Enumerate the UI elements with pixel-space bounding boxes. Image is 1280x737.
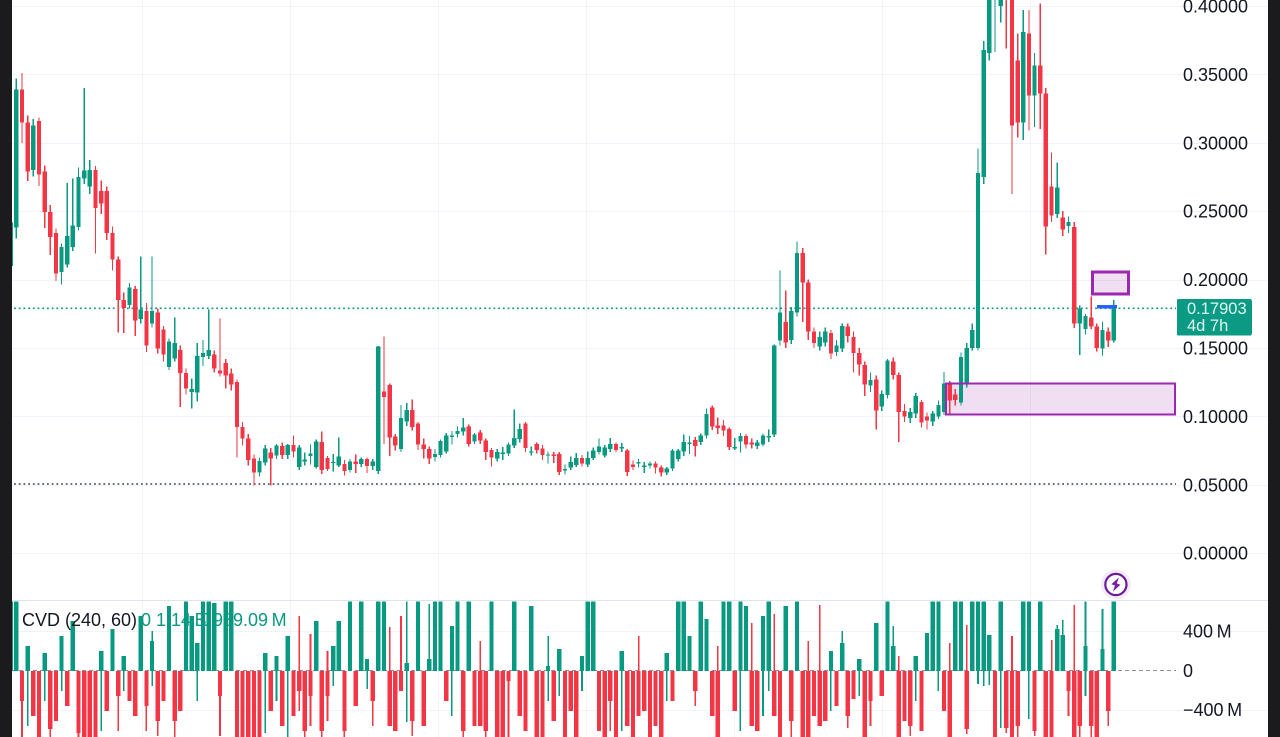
svg-text:0.00000: 0.00000: [1183, 544, 1248, 564]
svg-text:−400 M: −400 M: [1183, 700, 1242, 720]
svg-text:0.17903: 0.17903: [1187, 300, 1247, 318]
svg-text:CVD (240, 60): CVD (240, 60): [22, 610, 137, 630]
svg-text:939.09 M: 939.09 M: [213, 610, 287, 630]
svg-text:400 M: 400 M: [1183, 621, 1232, 641]
svg-text:0.40000: 0.40000: [1183, 0, 1248, 17]
svg-text:0.05000: 0.05000: [1183, 475, 1248, 495]
svg-text:0.15000: 0.15000: [1183, 339, 1248, 359]
svg-text:0: 0: [200, 610, 210, 630]
svg-text:4d 7h: 4d 7h: [1187, 317, 1228, 335]
svg-text:0: 0: [1183, 661, 1193, 681]
svg-text:0.30000: 0.30000: [1183, 133, 1248, 153]
svg-text:0.25000: 0.25000: [1183, 202, 1248, 222]
svg-text:0.10000: 0.10000: [1183, 407, 1248, 427]
svg-text:0: 0: [141, 610, 151, 630]
svg-text:1.14 B: 1.14 B: [156, 610, 207, 630]
svg-text:0.20000: 0.20000: [1183, 270, 1248, 290]
svg-text:0.35000: 0.35000: [1183, 65, 1248, 85]
